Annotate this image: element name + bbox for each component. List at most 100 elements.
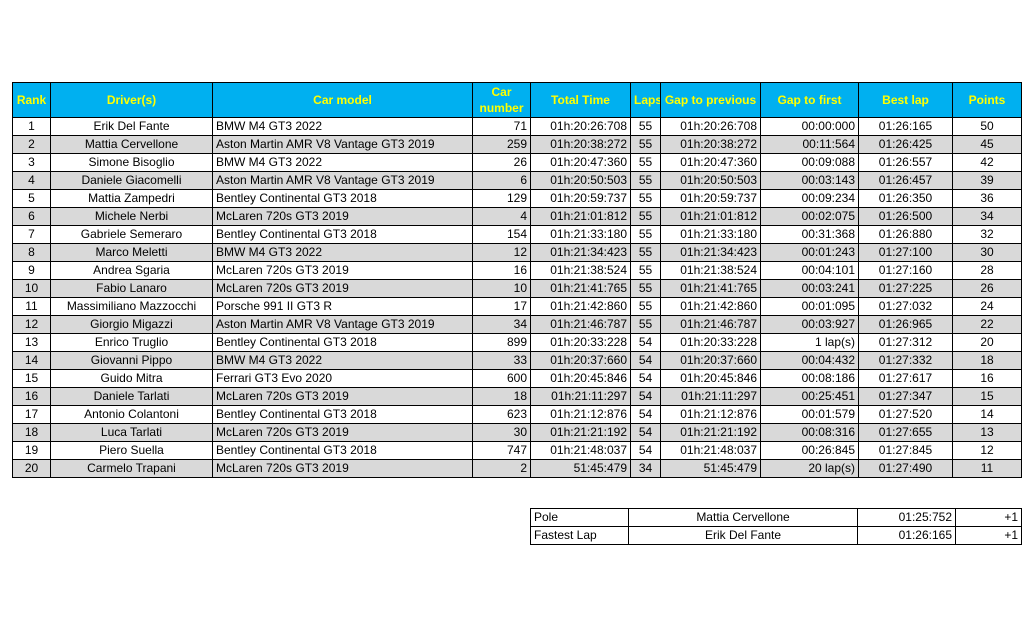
table-cell: 00:03:143: [760, 171, 859, 190]
table-cell: 11: [12, 297, 51, 316]
table-row: 13 Enrico Truglio Bentley Continental GT3 …: [12, 333, 1022, 352]
results-table: Rank Driver(s) Car model Car number Total Ti…: [12, 82, 1022, 478]
summary-body: Pole Mattia Cervellone 01:25:752 +1 Fastest …: [530, 508, 1022, 545]
table-cell: 01h:20:38:272: [660, 135, 761, 154]
table-cell: 01h:20:59:737: [530, 189, 631, 208]
table-cell: 01h:21:48:037: [530, 441, 631, 460]
column-header: Car number: [472, 82, 531, 118]
table-cell: Luca Tarlati: [50, 423, 213, 442]
table-cell: Aston Martin AMR V8 Vantage GT3 2019: [212, 171, 473, 190]
table-cell: Porsche 991 II GT3 R: [212, 297, 473, 316]
column-header: Points: [952, 82, 1022, 118]
table-cell: Bentley Continental GT3 2018: [212, 333, 473, 352]
table-cell: 55: [630, 225, 661, 244]
table-row: 15 Guido Mitra Ferrari GT3 Evo 2020 600 01h:…: [12, 369, 1022, 388]
table-cell: 01:26:425: [858, 135, 953, 154]
table-cell: 55: [630, 171, 661, 190]
table-row: 11 Massimiliano Mazzocchi Porsche 991 II G…: [12, 297, 1022, 316]
table-row: 14 Giovanni Pippo BMW M4 GT3 2022 33 01h:20:…: [12, 351, 1022, 370]
table-cell: 00:31:368: [760, 225, 859, 244]
table-cell: Carmelo Trapani: [50, 459, 213, 478]
table-cell: 01h:21:42:860: [660, 297, 761, 316]
table-cell: 3: [12, 153, 51, 172]
table-cell: 600: [472, 369, 531, 388]
table-cell: BMW M4 GT3 2022: [212, 117, 473, 136]
table-cell: 747: [472, 441, 531, 460]
table-cell: Mattia Cervellone: [50, 135, 213, 154]
table-cell: 14: [952, 405, 1022, 424]
table-cell: McLaren 720s GT3 2019: [212, 261, 473, 280]
summary-row: Pole Mattia Cervellone 01:25:752 +1: [530, 508, 1022, 527]
table-cell: 54: [630, 405, 661, 424]
table-cell: 01h:20:33:228: [660, 333, 761, 352]
table-cell: 01:26:165: [858, 117, 953, 136]
table-cell: 34: [630, 459, 661, 478]
table-cell: 51:45:479: [530, 459, 631, 478]
summary-cell: Mattia Cervellone: [628, 508, 858, 527]
table-row: 17 Antonio Colantoni Bentley Continental G…: [12, 405, 1022, 424]
table-cell: 01h:21:38:524: [530, 261, 631, 280]
table-cell: 01:26:500: [858, 207, 953, 226]
table-cell: 01:27:655: [858, 423, 953, 442]
table-cell: 01h:21:42:860: [530, 297, 631, 316]
table-cell: 01h:21:01:812: [660, 207, 761, 226]
summary-cell: +1: [955, 526, 1022, 545]
table-cell: 15: [952, 387, 1022, 406]
table-cell: 54: [630, 441, 661, 460]
table-cell: Enrico Truglio: [50, 333, 213, 352]
table-cell: 00:01:243: [760, 243, 859, 262]
table-cell: BMW M4 GT3 2022: [212, 351, 473, 370]
table-cell: 01h:21:41:765: [660, 279, 761, 298]
summary-cell: +1: [955, 508, 1022, 527]
column-header: Gap to first: [760, 82, 859, 118]
table-cell: 00:26:845: [760, 441, 859, 460]
table-cell: 154: [472, 225, 531, 244]
table-cell: 4: [12, 171, 51, 190]
table-cell: 2: [12, 135, 51, 154]
table-row: 12 Giorgio Migazzi Aston Martin AMR V8 Van…: [12, 315, 1022, 334]
table-cell: 10: [12, 279, 51, 298]
table-cell: 01h:21:33:180: [660, 225, 761, 244]
table-cell: 00:03:241: [760, 279, 859, 298]
table-cell: Giovanni Pippo: [50, 351, 213, 370]
table-cell: 01h:20:33:228: [530, 333, 631, 352]
table-cell: 129: [472, 189, 531, 208]
table-cell: 00:09:234: [760, 189, 859, 208]
table-cell: 54: [630, 369, 661, 388]
table-cell: Fabio Lanaro: [50, 279, 213, 298]
table-cell: Gabriele Semeraro: [50, 225, 213, 244]
table-body: 1 Erik Del Fante BMW M4 GT3 2022 71 01h:20:2…: [12, 117, 1022, 478]
table-cell: 54: [630, 387, 661, 406]
table-cell: 01h:21:34:423: [530, 243, 631, 262]
table-cell: Ferrari GT3 Evo 2020: [212, 369, 473, 388]
table-cell: 01:26:965: [858, 315, 953, 334]
table-cell: 45: [952, 135, 1022, 154]
table-cell: 7: [12, 225, 51, 244]
table-cell: 22: [952, 315, 1022, 334]
table-row: 19 Piero Suella Bentley Continental GT3 20…: [12, 441, 1022, 460]
table-cell: 20: [952, 333, 1022, 352]
table-cell: 01h:21:01:812: [530, 207, 631, 226]
table-cell: 55: [630, 279, 661, 298]
summary-cell: Erik Del Fante: [628, 526, 858, 545]
table-cell: 71: [472, 117, 531, 136]
table-cell: 01:27:490: [858, 459, 953, 478]
table-cell: 50: [952, 117, 1022, 136]
table-cell: 01h:20:50:503: [660, 171, 761, 190]
table-cell: Massimiliano Mazzocchi: [50, 297, 213, 316]
table-cell: 01h:21:34:423: [660, 243, 761, 262]
table-cell: 01:26:880: [858, 225, 953, 244]
table-cell: 01:27:312: [858, 333, 953, 352]
table-cell: 34: [952, 207, 1022, 226]
table-cell: 4: [472, 207, 531, 226]
table-cell: Michele Nerbi: [50, 207, 213, 226]
table-cell: 26: [952, 279, 1022, 298]
table-cell: 01:26:557: [858, 153, 953, 172]
table-cell: 54: [630, 351, 661, 370]
table-cell: 55: [630, 189, 661, 208]
table-cell: 01:26:350: [858, 189, 953, 208]
table-cell: 6: [472, 171, 531, 190]
column-header: Car model: [212, 82, 473, 118]
table-cell: 259: [472, 135, 531, 154]
table-cell: 01h:20:26:708: [660, 117, 761, 136]
